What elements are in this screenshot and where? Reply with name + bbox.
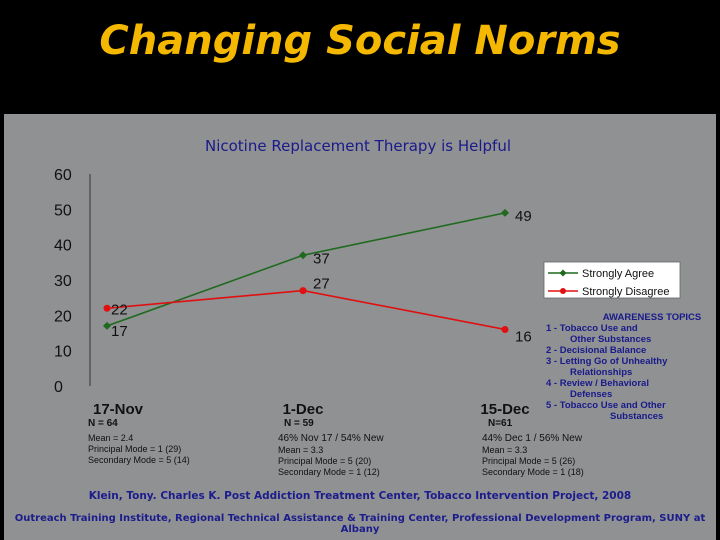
note-n: N = 59 [284, 418, 314, 429]
data-point [103, 321, 111, 330]
y-tick-label: 30 [54, 273, 72, 290]
topic-item-cont: Substances [610, 411, 664, 422]
data-label: 27 [313, 276, 330, 293]
data-label: 17 [111, 323, 128, 340]
y-tick-label: 10 [54, 344, 72, 361]
y-tick-label: 40 [54, 238, 72, 255]
data-point [299, 287, 307, 295]
legend-box [543, 261, 681, 299]
series-line [106, 212, 506, 327]
note-line: Secondary Mode = 5 (14) [88, 455, 190, 465]
data-point [501, 208, 509, 217]
data-point [501, 325, 509, 333]
y-tick-label: 50 [54, 202, 72, 219]
y-tick-labels: 0 10 20 30 40 50 60 [54, 167, 72, 396]
y-tick-label: 20 [54, 308, 72, 325]
awareness-heading: AWARENESS TOPICS [602, 312, 702, 323]
y-tick-label: 0 [54, 379, 63, 396]
x-tick-label: 17-Nov [93, 401, 144, 418]
topic-item: 2 - Decisional Balance [546, 345, 647, 356]
note-line: Mean = 3.3 [278, 445, 324, 455]
note-line: Principal Mode = 1 (29) [88, 444, 182, 454]
series-line [106, 289, 506, 331]
awareness-topics: AWARENESS TOPICS 1 - Tobacco Use and Oth… [546, 312, 718, 422]
data-label: 37 [313, 250, 330, 267]
legend-marker [559, 269, 567, 277]
legend-marker [560, 288, 566, 294]
note-15-dec: N=61 44% Dec 1 / 56% New Mean = 3.3 Prin… [482, 418, 584, 478]
note-line: Secondary Mode = 1 (12) [278, 467, 380, 477]
note-n: N = 64 [88, 418, 118, 429]
data-label: 16 [515, 328, 532, 345]
legend: Strongly Agree Strongly Disagree [543, 261, 681, 299]
x-tick-labels: 17-Nov 1-Dec 15-Dec [93, 401, 530, 418]
topic-item-cont: Other Substances [570, 334, 652, 345]
chart-panel [4, 114, 716, 540]
note-sub: 44% Dec 1 / 56% New [482, 433, 583, 444]
note-line: Mean = 2.4 [88, 433, 134, 443]
x-tick-label: 1-Dec [283, 401, 324, 418]
note-sub: 46% Nov 17 / 54% New [278, 433, 384, 444]
legend-label: Strongly Agree [582, 268, 654, 280]
note-17-nov: N = 64 Mean = 2.4 Principal Mode = 1 (29… [88, 418, 190, 466]
title-bar: Changing Social Norms [0, 0, 720, 110]
data-label: 22 [111, 301, 128, 318]
topic-item: 4 - Review / Behavioral [546, 378, 649, 389]
note-n: N=61 [488, 418, 513, 429]
note-line: Principal Mode = 5 (26) [482, 456, 576, 466]
x-tick-label: 15-Dec [480, 401, 529, 418]
topic-item-cont: Relationships [570, 367, 633, 378]
note-line: Mean = 3.3 [482, 445, 528, 455]
note-1-dec: N = 59 46% Nov 17 / 54% New Mean = 3.3 P… [278, 418, 384, 478]
note-line: Secondary Mode = 1 (18) [482, 467, 584, 477]
data-label: 49 [515, 208, 532, 225]
y-tick-label: 60 [54, 167, 72, 184]
topic-item: 1 - Tobacco Use and [546, 323, 638, 334]
topic-item: 5 - Tobacco Use and Other [546, 400, 666, 411]
credit-line: Outreach Training Institute, Regional Te… [14, 513, 706, 535]
slide-title: Changing Social Norms [99, 18, 621, 64]
topic-item: 3 - Letting Go of Unhealthy [546, 356, 668, 367]
series-points [103, 208, 509, 333]
citation: Klein, Tony. Charles K. Post Addiction T… [88, 490, 632, 502]
data-labels: 17 37 49 22 27 16 [111, 208, 532, 346]
note-line: Principal Mode = 5 (20) [278, 456, 372, 466]
legend-label: Strongly Disagree [582, 286, 669, 298]
series-lines [106, 212, 506, 331]
data-point [299, 251, 307, 260]
topic-item-cont: Defenses [570, 389, 613, 400]
chart-title: Nicotine Replacement Therapy is Helpful [205, 137, 511, 155]
data-point [103, 304, 111, 312]
